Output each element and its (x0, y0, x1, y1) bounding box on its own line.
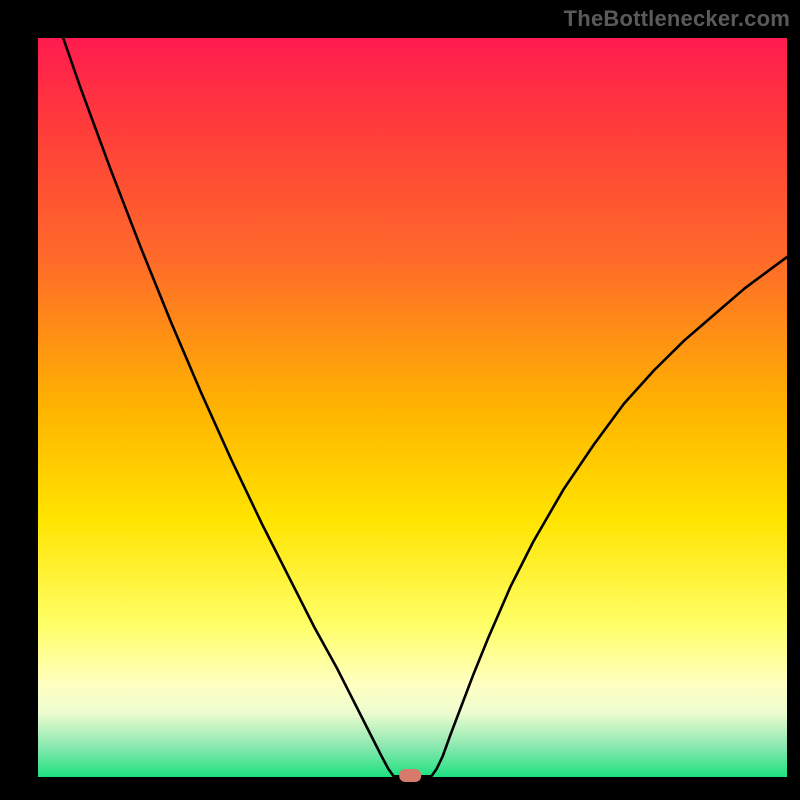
watermark: TheBottlenecker.com (564, 6, 790, 32)
plot-background (35, 35, 790, 780)
optimal-point-marker (399, 769, 421, 782)
